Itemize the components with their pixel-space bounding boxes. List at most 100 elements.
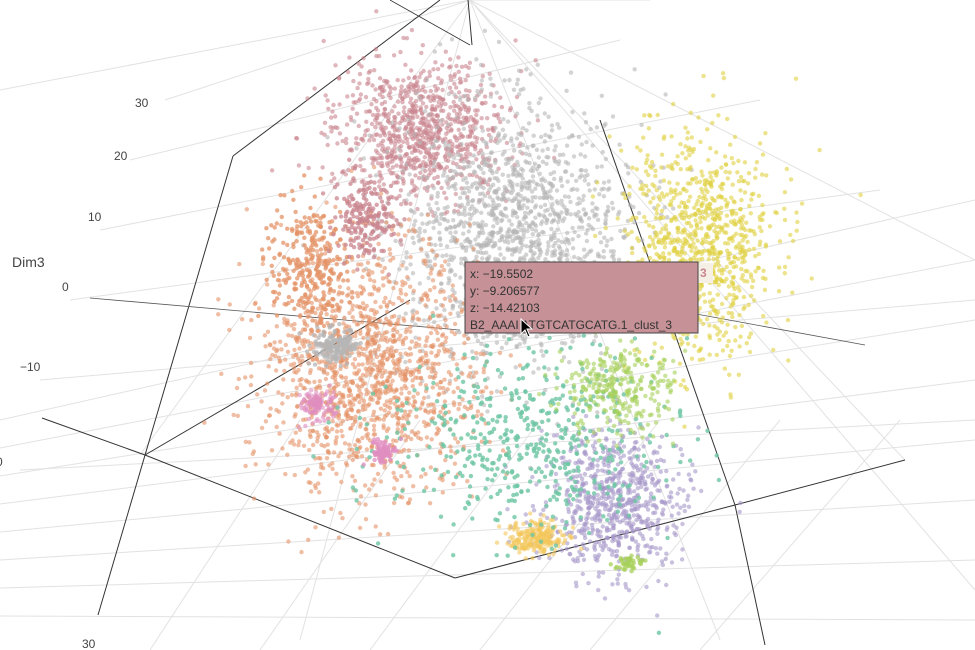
cluster-point: [669, 199, 674, 204]
cluster-point: [749, 293, 754, 298]
cluster-point: [494, 389, 500, 394]
cluster-point: [482, 94, 488, 99]
cluster-point: [372, 340, 378, 345]
cluster-point: [270, 352, 275, 358]
cluster-point: [732, 218, 737, 223]
cluster-point: [495, 230, 500, 236]
cluster-point: [582, 178, 587, 183]
cluster-point: [569, 187, 574, 193]
cluster-point: [322, 132, 327, 137]
cluster-point: [373, 87, 378, 92]
cluster-point: [587, 188, 592, 193]
cluster-point: [465, 479, 470, 484]
cluster-point: [588, 539, 593, 544]
cluster-point: [454, 63, 459, 69]
cluster-point: [263, 344, 268, 349]
cluster-point: [338, 510, 343, 516]
cluster-point: [626, 232, 631, 237]
cluster-point: [411, 166, 416, 171]
cluster-point: [568, 333, 573, 338]
cluster-point: [564, 143, 570, 148]
cluster-point: [436, 349, 442, 354]
cluster-point: [431, 185, 436, 191]
cluster-point: [435, 174, 440, 179]
cluster-point: [433, 122, 438, 127]
cluster-point: [474, 356, 479, 361]
cluster-point: [593, 233, 598, 239]
cluster-point: [316, 360, 322, 365]
cluster-point: [398, 373, 403, 378]
cluster-point: [438, 450, 443, 456]
cluster-point: [362, 306, 368, 312]
cluster-point: [484, 140, 489, 146]
cluster-point: [529, 256, 535, 261]
cluster-point: [545, 248, 550, 253]
cluster-point: [490, 203, 495, 209]
cluster-point: [394, 477, 400, 483]
cluster-point: [363, 406, 368, 412]
cluster-point: [435, 337, 441, 342]
cluster-point: [490, 230, 496, 235]
cluster-point: [253, 300, 258, 305]
cluster-point: [605, 187, 611, 192]
cluster-point: [423, 135, 429, 141]
cluster-point: [513, 365, 518, 370]
cluster-point: [417, 226, 422, 231]
cluster-point: [727, 269, 733, 274]
cluster-point: [354, 322, 360, 327]
cluster-point: [541, 195, 547, 201]
cluster-point: [722, 154, 728, 159]
cluster-point: [724, 202, 729, 207]
cluster-point: [681, 243, 686, 248]
cluster-point: [683, 125, 688, 130]
cluster-point: [298, 362, 303, 368]
cluster-point: [659, 152, 665, 157]
cluster-point: [673, 160, 678, 165]
cluster-point: [450, 175, 455, 180]
cluster-point: [521, 86, 526, 92]
cluster-point: [639, 122, 644, 128]
cluster-point: [719, 205, 724, 210]
cluster-point: [491, 182, 496, 187]
cluster-point: [557, 257, 562, 262]
cluster-point: [404, 162, 409, 167]
cluster-point: [374, 323, 379, 328]
cluster-point: [536, 237, 541, 242]
cluster-point: [451, 99, 456, 105]
cluster-point: [240, 317, 245, 322]
cluster-point: [689, 177, 695, 182]
cluster-point: [510, 143, 516, 148]
cluster-point: [523, 512, 528, 517]
cluster-point: [334, 435, 339, 440]
cluster-point: [473, 237, 478, 242]
cluster-point: [337, 284, 343, 290]
cluster-point: [407, 346, 413, 351]
cluster-point: [638, 186, 643, 191]
cluster-point: [438, 325, 443, 331]
cluster-point: [429, 267, 434, 272]
cluster-point: [391, 358, 396, 364]
cluster-point: [281, 377, 286, 382]
cluster-point: [353, 330, 359, 335]
cluster-point: [697, 357, 702, 363]
cluster-point: [590, 143, 595, 148]
cluster-point: [428, 259, 433, 264]
cluster-point: [565, 237, 570, 243]
cluster-point: [400, 263, 405, 268]
cluster-point: [300, 341, 305, 346]
cluster-point: [446, 147, 451, 152]
cluster-point: [347, 402, 352, 407]
cluster-point: [454, 85, 459, 90]
cluster-point: [600, 524, 605, 529]
cluster-point: [440, 332, 446, 337]
cluster-point: [429, 437, 434, 442]
cluster-point: [428, 163, 433, 168]
cluster-point: [539, 343, 544, 348]
cluster-point: [321, 367, 327, 373]
cluster-point: [463, 152, 469, 157]
cluster-point: [377, 170, 382, 175]
cluster-point: [357, 525, 363, 531]
cluster-point: [711, 93, 716, 98]
cluster-point: [354, 111, 360, 116]
